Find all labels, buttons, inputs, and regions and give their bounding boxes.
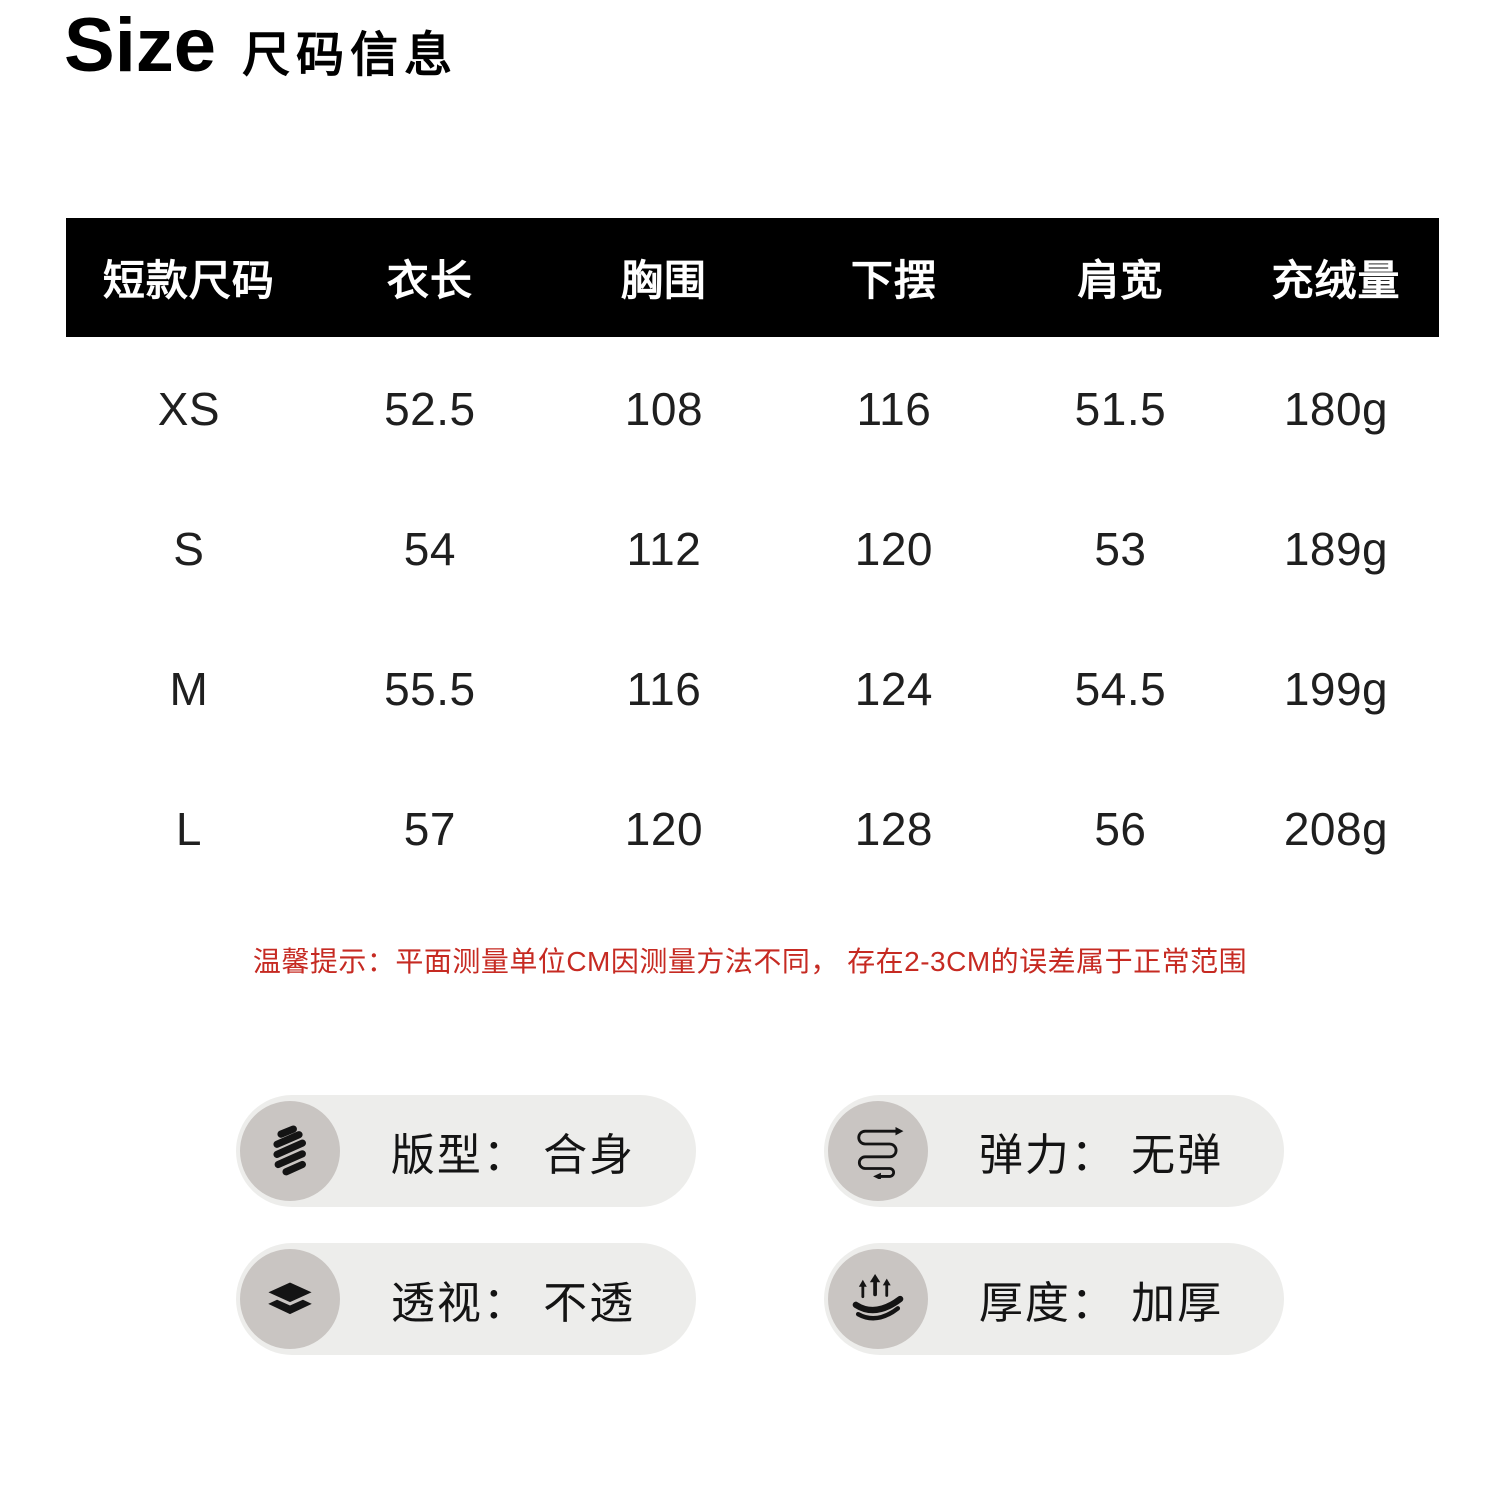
thickness-icon xyxy=(828,1249,928,1349)
badge-opacity-label: 透视： 不透 xyxy=(390,1279,636,1328)
size-cell: 55.5 xyxy=(384,663,476,715)
size-cell: 120 xyxy=(624,803,704,855)
size-cell: 57 xyxy=(403,803,456,855)
size-cell: XS xyxy=(157,383,221,435)
column-header-hem: 下摆 xyxy=(850,257,937,304)
size-cell: 189g xyxy=(1283,523,1389,575)
size-cell: 199g xyxy=(1283,663,1389,715)
size-cell: 51.5 xyxy=(1074,383,1167,435)
table-header-row: 短款尺码 衣长 胸围 下摆 肩宽 充绒量 xyxy=(66,218,1439,337)
table-row-xs: XS 52.5 108 116 51.5 180g xyxy=(66,339,1439,479)
badge-stretch: 弹力： 无弹 xyxy=(824,1095,1284,1207)
size-table: 短款尺码 衣长 胸围 下摆 肩宽 充绒量 XS 52.5 108 116 51.… xyxy=(66,218,1439,899)
size-cell: 52.5 xyxy=(384,383,476,435)
size-cell: 53 xyxy=(1094,523,1147,575)
size-cell: 180g xyxy=(1283,383,1389,435)
page-title: Size 尺码信息 xyxy=(64,2,458,89)
page-title-en: Size xyxy=(64,3,217,88)
table-row-l: L 57 120 128 56 208g xyxy=(66,759,1439,899)
badge-thickness: 厚度： 加厚 xyxy=(824,1243,1284,1355)
column-header-bust: 胸围 xyxy=(620,257,707,304)
badge-fit: 版型： 合身 xyxy=(236,1095,696,1207)
table-row-s: S 54 112 120 53 189g xyxy=(66,479,1439,619)
size-cell: 128 xyxy=(854,803,934,855)
fabric-texture-icon xyxy=(240,1101,340,1201)
page-title-zh: 尺码信息 xyxy=(242,29,459,82)
stretch-icon xyxy=(828,1101,928,1201)
size-cell: 54 xyxy=(403,523,456,575)
size-cell: M xyxy=(169,663,209,715)
badge-opacity: 透视： 不透 xyxy=(236,1243,696,1355)
size-cell: L xyxy=(175,803,202,855)
size-cell: S xyxy=(173,523,205,575)
size-cell: 208g xyxy=(1283,803,1389,855)
column-header-length: 衣长 xyxy=(386,257,473,304)
size-cell: 120 xyxy=(854,523,934,575)
column-header-downfill: 充绒量 xyxy=(1271,257,1401,304)
badge-fit-label: 版型： 合身 xyxy=(390,1131,636,1180)
table-body: XS 52.5 108 116 51.5 180g S 54 112 120 5… xyxy=(66,339,1439,899)
column-header-size: 短款尺码 xyxy=(102,257,275,304)
layers-icon xyxy=(240,1249,340,1349)
size-cell: 108 xyxy=(624,383,704,435)
size-cell: 56 xyxy=(1094,803,1147,855)
size-cell: 112 xyxy=(626,523,702,575)
size-cell: 116 xyxy=(626,663,702,715)
measurement-note: 温馨提示：平面测量单位CM因测量方法不同， 存在2-3CM的误差属于正常范围 xyxy=(252,946,1248,977)
badge-stretch-label: 弹力： 无弹 xyxy=(978,1131,1224,1180)
size-cell: 116 xyxy=(856,383,932,435)
size-cell: 124 xyxy=(854,663,934,715)
badge-thickness-label: 厚度： 加厚 xyxy=(978,1279,1224,1328)
column-header-shoulder: 肩宽 xyxy=(1077,257,1164,304)
size-cell: 54.5 xyxy=(1074,663,1167,715)
table-row-m: M 55.5 116 124 54.5 199g xyxy=(66,619,1439,759)
attribute-badges: 版型： 合身 弹力： 无弹 透视： 不透 xyxy=(236,1095,1284,1355)
